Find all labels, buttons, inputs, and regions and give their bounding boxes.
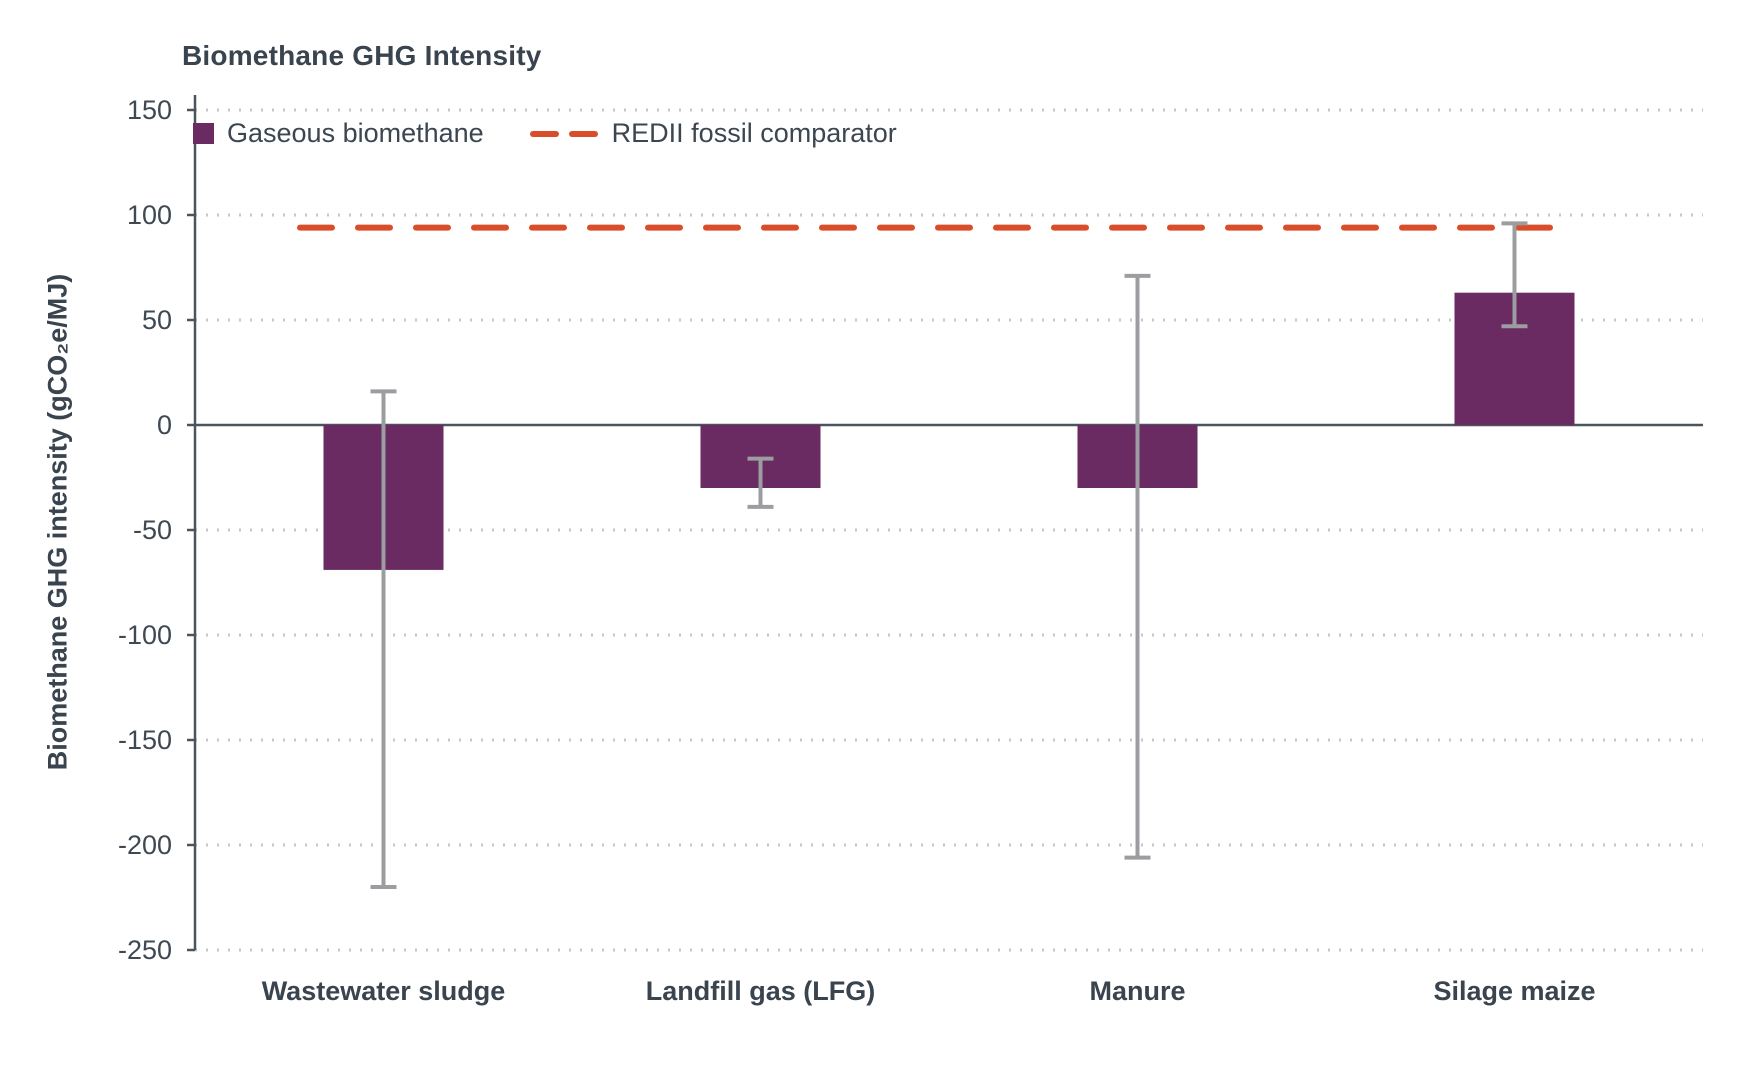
x-category-label-manure: Manure	[1089, 976, 1186, 1006]
legend: Gaseous biomethane REDII fossil comparat…	[193, 118, 897, 149]
y-tick-label-0: 0	[156, 410, 172, 440]
y-tick-label--250: -250	[117, 935, 172, 965]
y-tick-label--150: -150	[117, 725, 172, 755]
reference-dash-icon	[529, 130, 598, 137]
y-tick-label-100: 100	[126, 200, 172, 230]
series-legend-label: Gaseous biomethane	[227, 118, 484, 148]
y-tick-label--50: -50	[132, 515, 172, 545]
x-category-label-silage-maize: Silage maize	[1433, 976, 1596, 1006]
y-tick-label-50: 50	[141, 305, 172, 335]
y-tick-label-150: 150	[126, 95, 172, 125]
x-category-label-landfill-gas-lfg: Landfill gas (LFG)	[645, 976, 876, 1006]
x-category-label-wastewater-sludge: Wastewater sludge	[261, 976, 506, 1006]
reference-legend-label: REDII fossil comparator	[611, 118, 897, 148]
series-swatch-icon	[193, 123, 214, 144]
y-tick-label--100: -100	[117, 620, 172, 650]
chart-title: Biomethane GHG Intensity	[182, 40, 542, 71]
y-tick-label--200: -200	[117, 830, 172, 860]
